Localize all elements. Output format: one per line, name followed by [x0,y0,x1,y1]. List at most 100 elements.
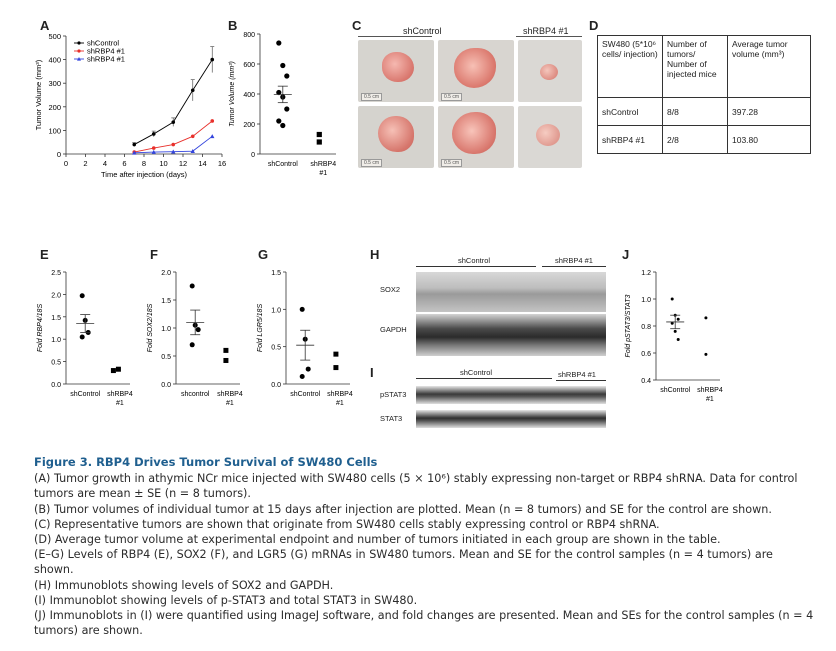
blot-row-label-gapdh: GAPDH [380,325,407,334]
y-tick-label: 0.4 [641,378,651,385]
y-tick-label: 800 [243,32,255,39]
data-point [79,293,85,299]
x-tick-label: 2 [83,159,87,168]
data-point [151,132,156,136]
photo-group-label-control: shControl [403,26,442,36]
data-point [190,134,195,139]
panel-h-label: H [370,247,380,262]
tumor-photo: 0.5 cm [438,40,514,102]
x-axis-label: Time after injection (days) [101,170,188,179]
y-tick-label: 1.5 [161,298,171,305]
data-point [670,297,674,301]
x-category-label: #1 [116,400,124,407]
data-point [171,142,176,147]
table-header-cell: SW480 (5*10⁶ cells/ injection) [597,35,663,98]
data-point [132,142,137,147]
data-point [299,306,305,312]
caption-line: (A) Tumor growth in athymic NCr mice inj… [34,472,798,501]
y-tick-label: 1.2 [641,270,651,277]
tumor-photo: 0.5 cm [438,106,514,168]
x-category-label: shRBP4 [310,161,336,168]
tumor-photo: 0.5 cm [358,40,434,102]
data-point [676,338,680,341]
table-cell: shRBP4 #1 [597,125,663,154]
panel-d-table: SW480 (5*10⁶ cells/ injection) Number of… [597,35,811,154]
legend-marker [77,57,81,61]
x-category-label: shControl [268,161,298,168]
data-point [276,118,282,124]
data-point [190,148,195,153]
y-axis-label: Fold pSTAT3/STAT3 [625,294,632,357]
data-point [171,149,176,154]
y-tick-label: 1.0 [271,307,281,314]
panel-b-scatter-chart: 0 200 400 600 800 Tumor Volume (mm³) shControl… [229,32,336,177]
blot-row-label-sox2: SOX2 [380,285,401,294]
y-tick-label: 0.5 [51,360,61,367]
blot-row-label-pstat3: pSTAT3 [380,390,407,399]
x-category-label: shcontrol [181,391,210,398]
x-category-label: shControl [660,387,690,394]
data-point [704,352,708,356]
data-point [195,327,201,333]
y-tick-label: 2.0 [51,292,61,299]
y-tick-label: 0.5 [161,354,171,361]
x-category-label: shRBP4 [217,391,243,398]
x-tick-label: 16 [218,159,226,168]
scale-bar: 0.5 cm [361,93,383,101]
data-point [676,317,680,321]
x-category-label: #1 [706,396,714,403]
data-point [110,368,116,374]
data-point [276,40,282,46]
caption-line: (J) Immunoblots in (I) were quantified u… [34,609,814,638]
y-axis-label: Fold LGR5/18S [257,304,264,353]
x-tick-label: 4 [103,159,107,168]
data-point [333,351,339,357]
data-point [210,57,215,62]
data-point [151,149,156,154]
caption-line: (H) Immunoblots showing levels of SOX2 a… [34,578,334,592]
data-point [223,347,229,353]
data-point [115,366,121,372]
panel-g-scatter-chart: 0.0 0.5 1.0 1.5 Fold LGR5/18S shControl shRBP4… [257,270,353,407]
panel-c-label: C [352,18,362,33]
panel-f-scatter-chart: 0.0 0.5 1.0 1.5 2.0 Fold SOX2/18S shcontrol shR… [147,270,243,407]
y-tick-label: 1.5 [51,315,61,322]
blot-row-label-stat3: STAT3 [380,414,403,423]
y-tick-label: 0.0 [271,382,281,389]
panel-a-label: A [40,18,50,33]
panel-a-line-chart: 0 100 200 300 400 500 0 2 4 6 8 10 12 14 16 Time after … [34,32,226,179]
x-tick-label: 10 [159,159,167,168]
x-category-label: shRBP4 [327,391,353,398]
y-tick-label: 0.6 [641,351,651,358]
y-tick-label: 1.0 [161,326,171,333]
y-tick-label: 100 [48,126,61,135]
scale-bar: 0.5 cm [441,159,463,167]
data-point [276,89,282,96]
y-tick-label: 0.5 [271,345,281,352]
panel-f-label: F [150,247,158,262]
table-cell: 397.28 [727,97,811,126]
data-point [210,134,215,139]
y-axis-label: Fold RBP4/18S [37,304,44,353]
panel-c-tumor-photos: shControl shRBP4 #1 0.5 cm 0.5 cm 0.5 cm… [358,26,583,168]
y-tick-label: 200 [243,122,255,129]
legend-label: shControl [87,39,119,48]
legend-label: shRBP4 #1 [87,47,125,56]
x-tick-label: 0 [64,159,68,168]
panel-b-label: B [228,18,238,33]
y-tick-label: 1.0 [51,337,61,344]
panel-d-label: D [589,18,599,33]
table-cell: shControl [597,97,663,126]
data-point [189,283,195,289]
data-point [670,321,674,325]
x-tick-label: 14 [198,159,206,168]
caption-line: (D) Average tumor volume at experimental… [34,533,721,547]
figure-caption: Figure 3. RBP4 Drives Tumor Survival of … [34,455,814,638]
panel-i-label: I [370,365,374,380]
data-point [284,73,290,79]
blot-band-sox2 [416,272,606,312]
data-point [305,366,311,372]
data-point [333,365,339,371]
data-point [151,146,156,150]
x-tick-label: 8 [142,159,146,168]
